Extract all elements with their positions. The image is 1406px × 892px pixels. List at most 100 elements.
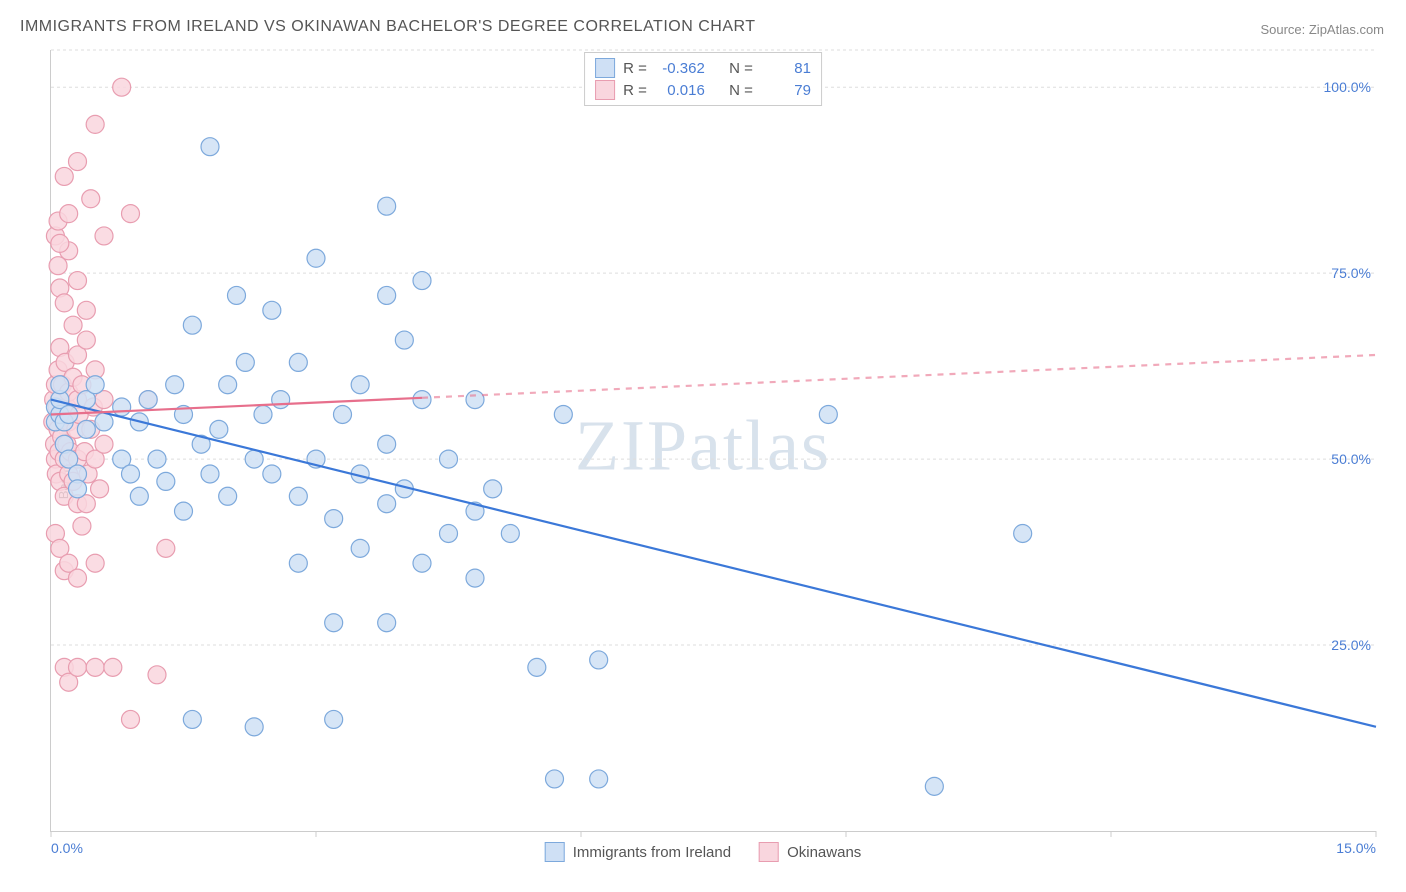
scatter-point: [395, 331, 413, 349]
scatter-point: [325, 710, 343, 728]
scatter-point: [413, 272, 431, 290]
scatter-point: [219, 487, 237, 505]
corr-n-label: N =: [729, 60, 753, 77]
scatter-point: [73, 517, 91, 535]
scatter-point: [157, 472, 175, 490]
scatter-point: [307, 249, 325, 267]
legend-swatch: [545, 842, 565, 862]
scatter-point: [378, 614, 396, 632]
corr-r-value: -0.362: [655, 60, 705, 77]
corr-legend-row: R = -0.362 N = 81: [595, 57, 811, 79]
scatter-point: [413, 554, 431, 572]
x-tick-label: 0.0%: [51, 840, 83, 856]
chart-container: IMMIGRANTS FROM IRELAND VS OKINAWAN BACH…: [0, 0, 1406, 892]
scatter-point: [69, 272, 87, 290]
corr-legend-row: R =0.016 N =79: [595, 79, 811, 101]
corr-r-value: 0.016: [655, 82, 705, 99]
scatter-point: [378, 286, 396, 304]
legend-swatch: [595, 80, 615, 100]
scatter-point: [77, 331, 95, 349]
scatter-point: [113, 398, 131, 416]
scatter-point: [60, 205, 78, 223]
scatter-point: [466, 391, 484, 409]
scatter-point: [546, 770, 564, 788]
legend-swatch: [595, 58, 615, 78]
scatter-point: [325, 510, 343, 528]
series-legend-item: Immigrants from Ireland: [545, 842, 731, 862]
scatter-point: [82, 190, 100, 208]
scatter-point: [351, 376, 369, 394]
scatter-point: [122, 710, 140, 728]
scatter-point: [289, 554, 307, 572]
scatter-point: [104, 658, 122, 676]
scatter-point: [95, 227, 113, 245]
trend-line: [51, 400, 1376, 727]
scatter-point: [590, 770, 608, 788]
scatter-point: [157, 539, 175, 557]
scatter-point: [263, 465, 281, 483]
scatter-point: [413, 391, 431, 409]
scatter-point: [245, 718, 263, 736]
chart-title: IMMIGRANTS FROM IRELAND VS OKINAWAN BACH…: [20, 18, 756, 36]
scatter-point: [378, 495, 396, 513]
scatter-point: [139, 391, 157, 409]
scatter-point: [69, 480, 87, 498]
legend-swatch: [759, 842, 779, 862]
scatter-plot-svg: 25.0%50.0%75.0%100.0%0.0%15.0%: [51, 50, 1376, 831]
scatter-point: [113, 78, 131, 96]
corr-n-value: 81: [761, 60, 811, 77]
scatter-point: [819, 405, 837, 423]
scatter-point: [77, 301, 95, 319]
chart-plot-area: 25.0%50.0%75.0%100.0%0.0%15.0%: [50, 50, 1376, 832]
scatter-point: [69, 658, 87, 676]
scatter-point: [254, 405, 272, 423]
scatter-point: [245, 450, 263, 468]
y-tick-label: 50.0%: [1331, 451, 1371, 467]
scatter-point: [77, 420, 95, 438]
scatter-point: [484, 480, 502, 498]
corr-r-label: R =: [623, 82, 647, 99]
x-tick-label: 15.0%: [1336, 840, 1376, 856]
series-legend-label: Okinawans: [787, 844, 861, 861]
scatter-point: [86, 115, 104, 133]
scatter-point: [183, 710, 201, 728]
scatter-point: [501, 524, 519, 542]
scatter-point: [201, 465, 219, 483]
scatter-point: [86, 658, 104, 676]
scatter-point: [590, 651, 608, 669]
scatter-point: [148, 450, 166, 468]
scatter-point: [86, 554, 104, 572]
scatter-point: [378, 435, 396, 453]
scatter-point: [183, 316, 201, 334]
scatter-point: [263, 301, 281, 319]
scatter-point: [95, 413, 113, 431]
scatter-point: [51, 376, 69, 394]
correlation-legend: R =-0.362 N =81R =0.016 N =79: [584, 52, 822, 106]
scatter-point: [175, 502, 193, 520]
scatter-point: [201, 138, 219, 156]
scatter-point: [55, 167, 73, 185]
scatter-point: [236, 353, 254, 371]
series-legend-item: Okinawans: [759, 842, 861, 862]
scatter-point: [378, 197, 396, 215]
source-label: Source: ZipAtlas.com: [1260, 22, 1384, 37]
scatter-point: [440, 450, 458, 468]
scatter-point: [148, 666, 166, 684]
scatter-point: [440, 524, 458, 542]
scatter-point: [64, 316, 82, 334]
corr-r-label: R =: [623, 60, 647, 77]
scatter-point: [69, 153, 87, 171]
scatter-point: [351, 539, 369, 557]
scatter-point: [122, 205, 140, 223]
y-tick-label: 75.0%: [1331, 265, 1371, 281]
scatter-point: [130, 487, 148, 505]
scatter-point: [925, 777, 943, 795]
scatter-point: [289, 353, 307, 371]
scatter-point: [95, 435, 113, 453]
scatter-point: [272, 391, 290, 409]
scatter-point: [210, 420, 228, 438]
scatter-point: [466, 569, 484, 587]
scatter-point: [86, 376, 104, 394]
scatter-point: [166, 376, 184, 394]
scatter-point: [51, 234, 69, 252]
